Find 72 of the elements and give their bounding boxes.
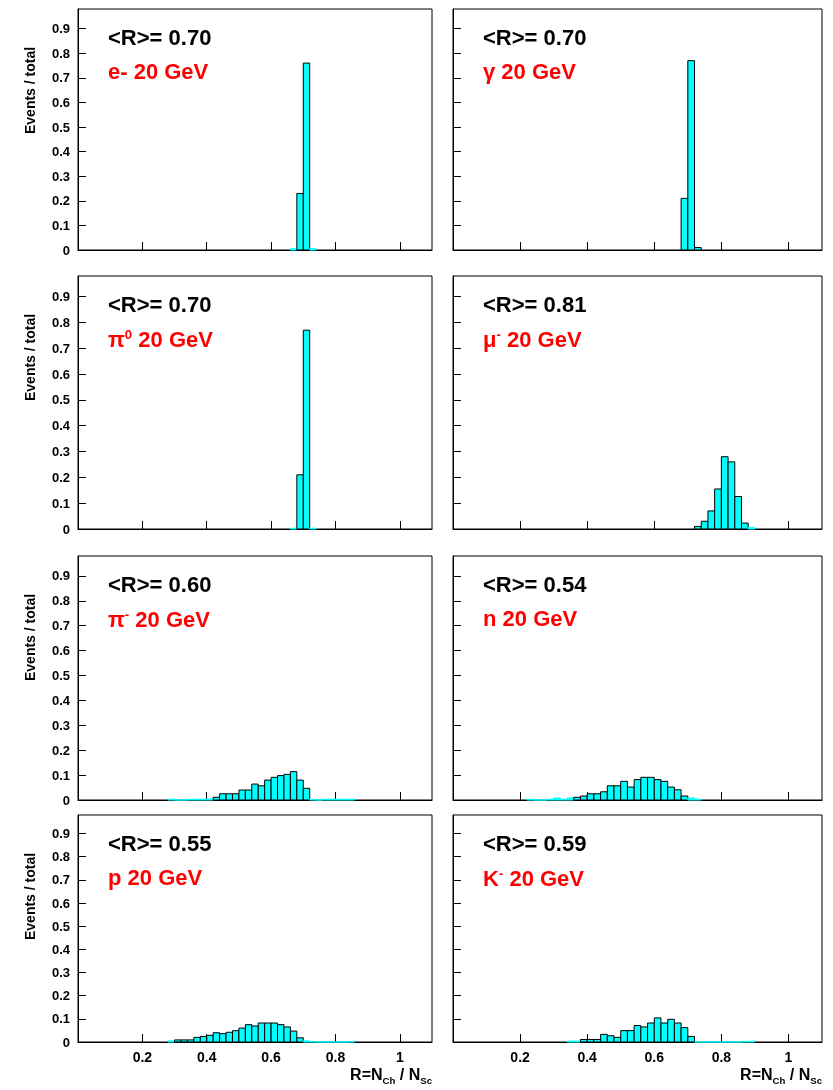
annotation: n 20 GeV (483, 606, 578, 631)
annotation: p 20 GeV (108, 865, 203, 890)
y-tick-label: 0.3 (51, 965, 70, 981)
y-tick-label: 0.5 (51, 119, 70, 135)
x-tick-label: 0.6 (261, 1049, 282, 1065)
annotation: K$^{-}$ 20 GeV (483, 866, 585, 892)
y-axis-title: Events / total (22, 593, 38, 681)
y-tick-label: 0.8 (51, 45, 70, 61)
x-axis-title: R=N$_{Ch}$ / N$_{Sc}$ (350, 1066, 432, 1087)
y-tick-label: 0.1 (51, 1011, 70, 1027)
y-tick-label: 0.3 (51, 444, 70, 460)
y-tick-label: 0.8 (51, 593, 70, 609)
x-tick-label: 0.8 (711, 1049, 732, 1065)
y-tick-label: 0 (62, 521, 70, 537)
annotation: <R>= 0.70 (483, 25, 587, 50)
x-tick-label: 1 (784, 1049, 793, 1065)
annotation: <R>= 0.55 (108, 831, 212, 856)
annotation: π$^{-}$ 20 GeV (108, 607, 210, 633)
y-tick-label: 0.1 (51, 217, 70, 233)
x-tick-label: 0.8 (325, 1049, 346, 1065)
x-tick-label: 0.6 (644, 1049, 665, 1065)
y-axis-title: Events / total (22, 313, 38, 401)
y-tick-label: 0.4 (51, 418, 71, 434)
y-tick-label: 0 (62, 1034, 70, 1050)
annotation: <R>= 0.81 (483, 292, 587, 317)
x-tick-label: 0.2 (510, 1049, 531, 1065)
annotation: γ 20 GeV (483, 59, 576, 84)
annotation: <R>= 0.60 (108, 572, 212, 597)
y-tick-label: 0.4 (51, 144, 71, 160)
y-tick-label: 0.1 (51, 767, 70, 783)
y-tick-label: 0.6 (51, 895, 70, 911)
x-axis-title: R=N$_{Ch}$ / N$_{Sc}$ (740, 1066, 822, 1087)
y-tick-label: 0.6 (51, 643, 70, 659)
y-tick-label: 0.7 (51, 340, 70, 356)
y-tick-label: 0.5 (51, 392, 70, 408)
annotation: <R>= 0.54 (483, 572, 587, 597)
y-tick-label: 0.2 (51, 469, 70, 485)
annotation: <R>= 0.59 (483, 831, 587, 856)
x-tick-label: 0.2 (132, 1049, 153, 1065)
y-tick-label: 0.9 (51, 289, 70, 305)
y-tick-label: 0.9 (51, 568, 70, 584)
annotation: μ$^{-}$ 20 GeV (483, 327, 582, 353)
y-tick-label: 0 (62, 242, 70, 258)
x-tick-label: 0.4 (577, 1049, 598, 1065)
annotation: <R>= 0.70 (108, 25, 212, 50)
y-tick-label: 0.5 (51, 668, 70, 684)
x-tick-label: 1 (395, 1049, 404, 1065)
annotation: π$^{0}$ 20 GeV (108, 327, 213, 353)
annotation: <R>= 0.70 (108, 292, 212, 317)
y-tick-label: 0.2 (51, 988, 70, 1004)
y-axis-title: Events / total (22, 852, 38, 940)
y-tick-label: 0.6 (51, 94, 70, 110)
annotation: e- 20 GeV (108, 59, 209, 84)
y-tick-label: 0.7 (51, 618, 70, 634)
y-tick-label: 0.4 (51, 941, 71, 957)
y-tick-label: 0.3 (51, 717, 70, 733)
y-tick-label: 0.9 (51, 21, 70, 37)
y-tick-label: 0.2 (51, 742, 70, 758)
y-tick-label: 0.1 (51, 495, 70, 511)
y-tick-label: 0.7 (51, 872, 70, 888)
y-axis-title: Events / total (22, 46, 38, 134)
x-tick-label: 0.4 (196, 1049, 217, 1065)
y-tick-label: 0.3 (51, 168, 70, 184)
y-tick-label: 0 (62, 792, 70, 808)
y-tick-label: 0.6 (51, 366, 70, 382)
y-tick-label: 0.9 (51, 826, 70, 842)
y-tick-label: 0.2 (51, 193, 70, 209)
y-tick-label: 0.7 (51, 70, 70, 86)
y-tick-label: 0.8 (51, 314, 70, 330)
y-tick-label: 0.8 (51, 849, 70, 865)
y-tick-label: 0.5 (51, 918, 70, 934)
y-tick-label: 0.4 (51, 692, 71, 708)
